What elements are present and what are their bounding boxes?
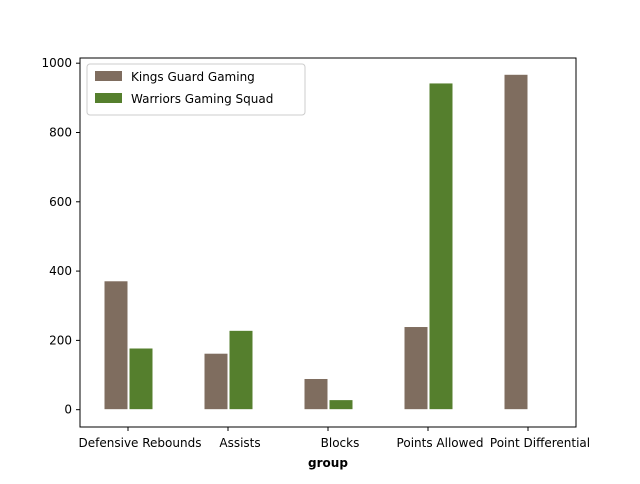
x-tick-label: Assists [219, 436, 260, 450]
bars-layer [103, 73, 529, 411]
x-tick-label: Point Differential [490, 436, 590, 450]
y-tick-label: 800 [49, 125, 72, 139]
y-tick-label: 0 [64, 403, 72, 417]
bar [328, 399, 354, 411]
bar [428, 82, 454, 411]
bar [103, 280, 129, 411]
y-tick-label: 600 [49, 195, 72, 209]
legend-label: Kings Guard Gaming [131, 70, 255, 84]
bar [228, 329, 254, 411]
x-tick-label: Blocks [321, 436, 360, 450]
legend-swatch [95, 71, 122, 81]
legend-box [86, 63, 306, 116]
x-tick-label: Points Allowed [397, 436, 484, 450]
y-tick-label: 1000 [41, 56, 72, 70]
bar [128, 347, 154, 411]
legend: Kings Guard Gaming Warriors Gaming Squad [86, 63, 306, 116]
bar [503, 73, 529, 411]
y-tick-label: 400 [49, 264, 72, 278]
y-tick-label: 200 [49, 333, 72, 347]
bar [203, 352, 229, 411]
x-tick-label: Defensive Rebounds [79, 436, 202, 450]
bar [403, 326, 429, 411]
legend-label: Warriors Gaming Squad [131, 92, 273, 106]
axes-layer: 0 200 400 600 800 1000 Defensive Rebounds Assis… [41, 56, 590, 450]
legend-swatch [95, 93, 122, 103]
x-axis-title: group [308, 456, 348, 470]
bar [303, 377, 329, 411]
